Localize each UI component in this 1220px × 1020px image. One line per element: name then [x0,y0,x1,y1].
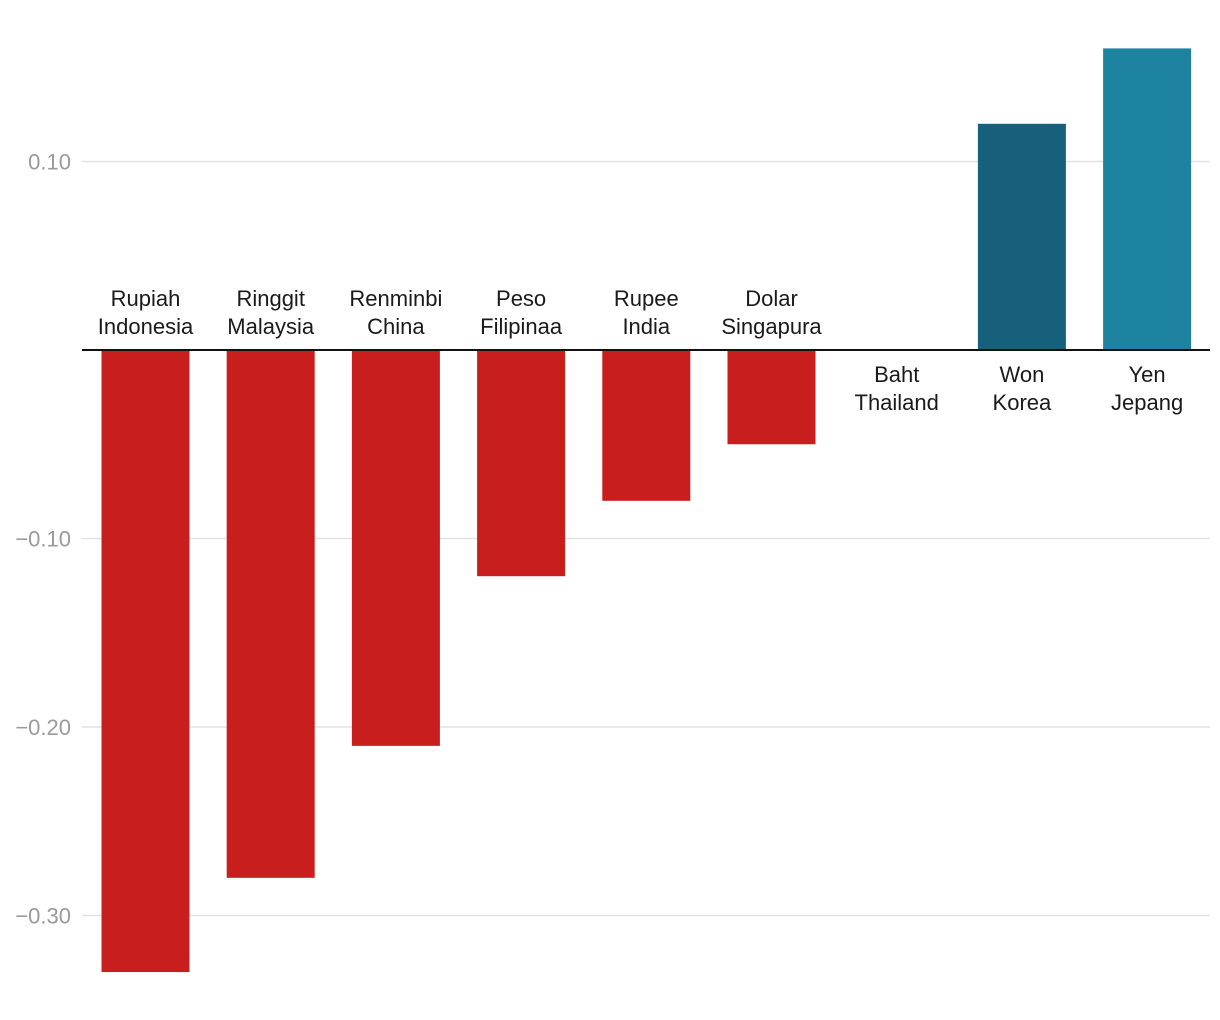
bar [1103,48,1192,351]
category-label: Rupiah Indonesia [98,286,194,339]
bar [101,350,190,973]
y-tick-label: −0.30 [15,904,71,929]
category-label: Yen Jepang [1111,362,1183,415]
category-label: Renminbi China [349,286,442,339]
bars [101,48,1192,973]
category-label: Baht Thailand [855,362,939,415]
gridlines: 0.10 −0.10 −0.20 −0.30 [15,150,1210,929]
bar [351,350,440,746]
category-label: Rupee India [614,286,679,339]
bar [226,350,315,878]
bar [602,350,691,501]
category-labels: Rupiah Indonesia Ringgit Malaysia Renminbi Ch… [98,286,1183,415]
bar [977,123,1066,350]
bar [727,350,816,445]
y-tick-label: −0.20 [15,715,71,740]
y-tick-label: 0.10 [28,150,71,175]
category-label: Won Korea [993,362,1052,415]
y-tick-label: −0.10 [15,527,71,552]
category-label: Dolar Singapura [721,286,822,339]
bar [477,350,566,577]
category-label: Ringgit Malaysia [227,286,315,339]
category-label: Peso Filipinaa [480,286,563,339]
